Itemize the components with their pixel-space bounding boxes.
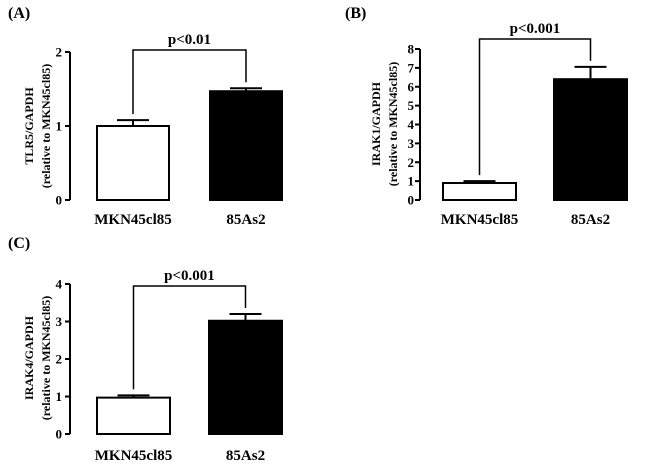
significance-bracket [132,49,247,115]
chart-panel: (C) 0 1 2 3 4 IRAK4/GAPDH (relative to MKN45cl8… [8,235,283,464]
y-axis-label: TLR5/GAPDH [22,87,36,165]
bar [553,78,628,201]
chart-panel: (A) 0 1 2 TLR5/GAPDH (relative to MKN45cl85) M… [8,5,283,228]
x-category-label: 85As2 [226,448,265,464]
panel-label: (B) [345,5,366,22]
y-tick-label: 2 [56,352,63,367]
y-tick-label: 2 [408,155,415,170]
y-axis-label-sub: (relative to MKN45cl85) [39,296,53,420]
y-tick-label: 4 [56,277,63,292]
panel-label: (A) [8,5,30,22]
chart-panel: (B) 0 1 2 3 4 5 6 7 8 IRAK1/GAPDH (relative to MKN4… [345,5,628,228]
y-tick-label: 4 [408,117,415,132]
significance-label: p<0.01 [168,32,211,48]
y-axis-label: IRAK1/GAPDH [369,81,383,166]
y-axis-label-sub: (relative to MKN45cl85) [39,64,53,188]
panel-label: (C) [8,235,30,252]
significance-label: p<0.001 [510,21,561,37]
y-tick-label: 8 [408,42,415,57]
y-tick-label: 3 [56,314,63,329]
y-tick-label: 0 [56,193,63,208]
bar [96,396,171,435]
significance-bracket [478,38,592,176]
bar [209,90,283,201]
bar [442,182,517,201]
y-tick-label: 3 [408,136,415,151]
y-tick-label: 2 [56,45,63,60]
x-category-label: MKN45cl85 [441,212,518,228]
significance-label: p<0.001 [164,268,215,284]
y-tick-label: 1 [56,119,63,134]
bar [208,319,283,435]
y-axis-label-sub: (relative to MKN45cl85) [386,62,400,186]
y-tick-label: 1 [408,174,415,189]
significance-bracket [132,285,247,390]
x-category-label: 85As2 [571,212,610,228]
y-tick-label: 5 [408,98,415,113]
x-category-label: MKN45cl85 [95,448,172,464]
y-tick-label: 1 [56,389,63,404]
y-tick-label: 0 [408,193,415,208]
x-category-label: MKN45cl85 [94,212,171,228]
y-axis-label: IRAK4/GAPDH [22,315,36,400]
x-category-label: 85As2 [226,212,265,228]
y-tick-label: 7 [408,60,415,75]
y-tick-label: 6 [408,79,415,94]
bar [96,125,170,201]
y-tick-label: 0 [56,427,63,442]
